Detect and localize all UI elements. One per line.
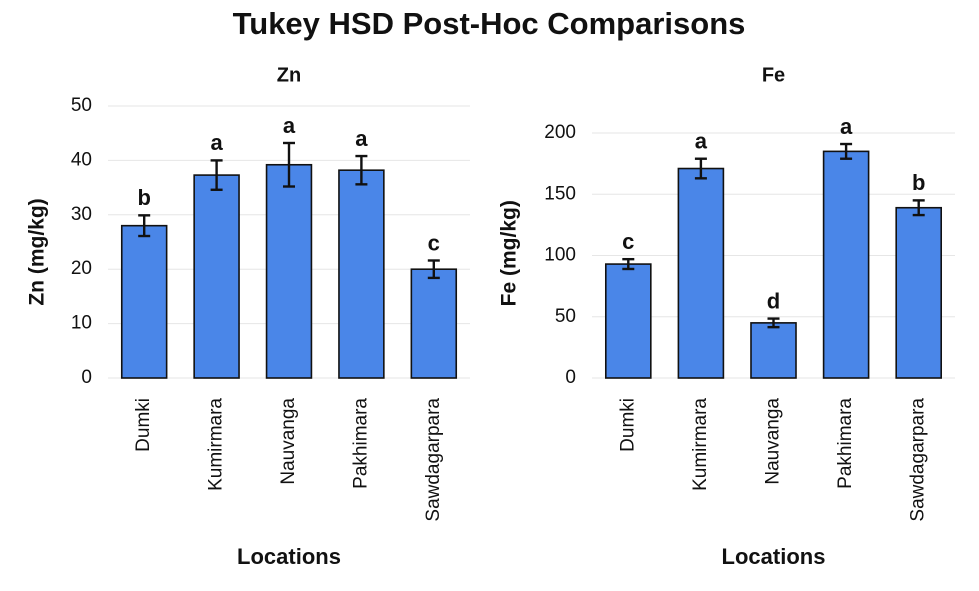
- error-bar: [355, 154, 368, 186]
- bar: [822, 150, 870, 379]
- error-bar: [912, 199, 925, 217]
- bar: [193, 174, 240, 379]
- error-bar: [840, 142, 853, 160]
- significance-letter: a: [840, 114, 853, 139]
- y-tick-label: 200: [544, 122, 576, 143]
- bar: [895, 206, 943, 379]
- y-tick-label: 150: [544, 183, 576, 204]
- significance-letter: c: [622, 229, 634, 254]
- figure-title: Tukey HSD Post-Hoc Comparisons: [233, 6, 746, 41]
- significance-letter: c: [428, 230, 440, 255]
- significance-letter: d: [767, 288, 780, 313]
- x-tick-label: Dumki: [133, 398, 154, 452]
- bar: [265, 163, 313, 379]
- x-axis-label: Locations: [237, 544, 341, 569]
- panel-title: Fe: [762, 64, 785, 86]
- x-tick-label: Sawdagarpara: [423, 398, 444, 522]
- error-bar: [767, 317, 780, 329]
- y-tick-label: 30: [71, 204, 92, 225]
- significance-letter: a: [210, 130, 223, 155]
- y-tick-label: 10: [71, 313, 92, 334]
- bar: [338, 169, 385, 379]
- x-tick-label: Pakhimara: [835, 398, 856, 489]
- x-tick-label: Sawdagarpara: [908, 398, 929, 522]
- y-tick-label: 0: [81, 367, 92, 388]
- x-tick-label: Dumki: [617, 398, 638, 452]
- x-tick-label: Nauvanga: [278, 398, 299, 485]
- significance-letter: b: [912, 170, 925, 195]
- significance-letter: a: [283, 113, 296, 138]
- error-bar: [694, 157, 707, 180]
- y-tick-label: 50: [555, 306, 576, 327]
- y-axis-label: Zn (mg/kg): [26, 198, 49, 305]
- error-bar: [622, 257, 635, 271]
- y-axis-label: Fe (mg/kg): [498, 200, 521, 306]
- y-tick-label: 50: [71, 95, 92, 116]
- x-axis-label: Locations: [722, 544, 826, 569]
- significance-letter: a: [695, 129, 708, 154]
- y-tick-label: 0: [565, 367, 576, 388]
- bar: [410, 268, 458, 379]
- significance-letter: b: [137, 185, 150, 210]
- y-tick-label: 20: [71, 258, 92, 279]
- error-bar: [427, 259, 440, 280]
- error-bar: [210, 159, 223, 191]
- significance-letter: a: [355, 126, 368, 151]
- x-tick-label: Pakhimara: [350, 398, 371, 489]
- y-tick-label: 40: [71, 149, 92, 170]
- y-tick-label: 100: [544, 245, 576, 266]
- bar: [604, 263, 652, 379]
- bar: [120, 224, 168, 379]
- x-tick-label: Kumirmara: [206, 398, 227, 491]
- x-tick-label: Nauvanga: [763, 398, 784, 485]
- error-bar: [138, 214, 151, 238]
- bar: [677, 167, 725, 379]
- bar: [750, 322, 797, 379]
- panel-title: Zn: [277, 64, 301, 86]
- error-bar: [283, 141, 295, 188]
- x-tick-label: Kumirmara: [690, 398, 711, 491]
